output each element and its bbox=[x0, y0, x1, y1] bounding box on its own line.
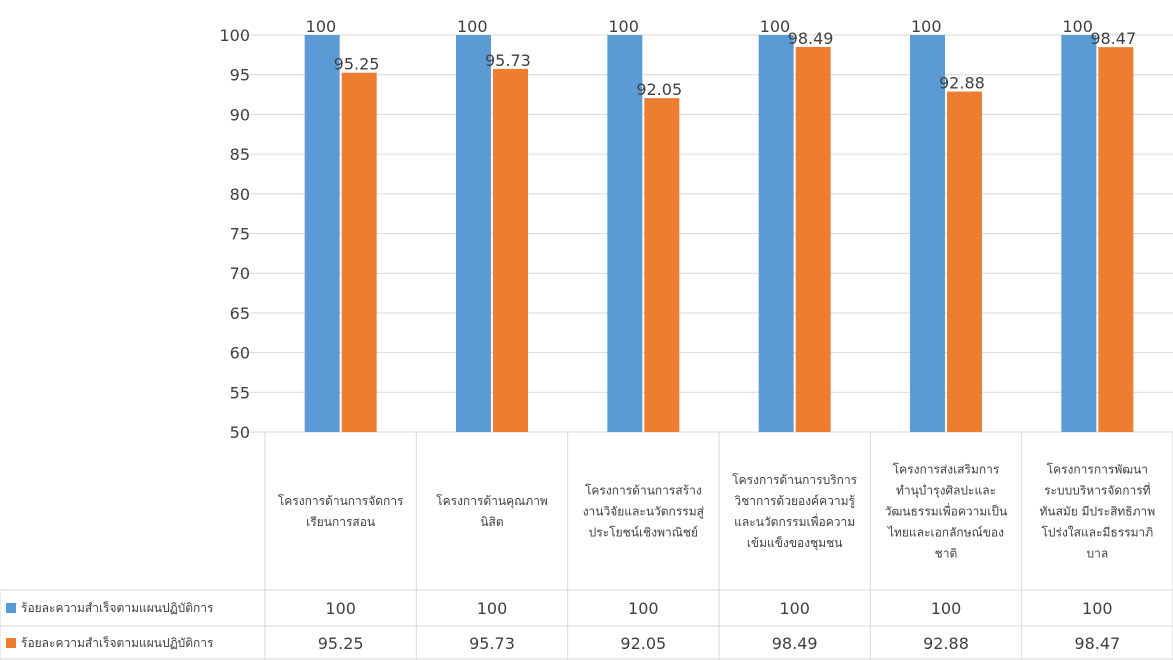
legend-swatch bbox=[6, 638, 16, 648]
data-label: 98.47 bbox=[1090, 29, 1136, 48]
data-label: 100 bbox=[911, 17, 942, 36]
legend-label: ร้อยละความสำเร็จตามแผนปฏิบัติการ bbox=[21, 600, 214, 615]
category-label: นิสิต bbox=[480, 515, 503, 529]
bar-series-1 bbox=[1061, 35, 1097, 432]
y-tick-label: 75 bbox=[230, 225, 250, 244]
data-label: 92.05 bbox=[636, 80, 682, 99]
legend-label: ร้อยละความสำเร็จตามแผนปฏิบัติการ bbox=[21, 635, 214, 650]
y-tick-label: 70 bbox=[230, 264, 250, 283]
table-cell-value: 98.47 bbox=[1074, 634, 1120, 653]
category-label: โครงการส่งเสริมการ bbox=[893, 463, 1000, 477]
category-label: โครงการด้านคุณภาพ bbox=[436, 494, 548, 509]
y-tick-label: 90 bbox=[230, 105, 250, 124]
bar-series-1 bbox=[758, 35, 794, 432]
table-cell-value: 98.49 bbox=[772, 634, 818, 653]
bar-series-1 bbox=[456, 35, 491, 432]
y-tick-label: 60 bbox=[230, 344, 250, 363]
data-label: 100 bbox=[457, 17, 488, 36]
table-cell-value: 95.73 bbox=[469, 634, 515, 653]
table-cell-value: 100 bbox=[477, 599, 508, 618]
category-label: ไทยและเอกลักษณ์ของ bbox=[887, 526, 1004, 540]
bar-series-1 bbox=[304, 35, 340, 432]
bar-series-1 bbox=[607, 35, 643, 432]
table-cell-value: 100 bbox=[628, 599, 659, 618]
y-tick-label: 85 bbox=[230, 145, 250, 164]
bar-series-2 bbox=[795, 46, 831, 432]
table-cell-value: 100 bbox=[325, 599, 356, 618]
category-label: โครงการด้านการจัดการ bbox=[278, 494, 404, 508]
category-label: งานวิจัยและนวัตกรรมสู่ bbox=[583, 505, 705, 520]
bar-series-1 bbox=[910, 35, 945, 432]
category-label: เรียนการสอน bbox=[306, 515, 375, 529]
bar-series-2 bbox=[644, 98, 680, 433]
bar-series-2 bbox=[1098, 47, 1134, 433]
category-label: โครงการด้านการสร้าง bbox=[585, 484, 702, 498]
table-cell-value: 95.25 bbox=[318, 634, 364, 653]
y-tick-label: 80 bbox=[230, 185, 250, 204]
category-label: ทำนุบำรุงศิลปะและ bbox=[896, 484, 996, 499]
y-tick-label: 55 bbox=[230, 383, 250, 402]
category-label: โครงการการพัฒนา bbox=[1047, 463, 1148, 477]
data-label: 95.73 bbox=[485, 51, 531, 70]
category-label: ประโยชน์เชิงพาณิชย์ bbox=[589, 526, 698, 540]
bar-series-2 bbox=[947, 91, 982, 432]
data-label: 92.88 bbox=[939, 74, 985, 93]
category-label: เข้มแข็งของชุมชน bbox=[747, 535, 843, 551]
category-label: โปร่งใสและมีธรรมาภิ bbox=[1041, 526, 1153, 540]
category-label: โครงการด้านการบริการ bbox=[732, 473, 857, 487]
category-label: ชาติ bbox=[935, 547, 958, 561]
table-cell-value: 92.88 bbox=[923, 634, 969, 653]
category-label: วัฒนธรรมเพื่อความเป็น bbox=[885, 503, 1007, 519]
table-cell-value: 92.05 bbox=[620, 634, 666, 653]
data-label: 100 bbox=[760, 17, 791, 36]
legend-swatch bbox=[6, 603, 16, 613]
category-label: บาล bbox=[1086, 547, 1108, 561]
data-label: 100 bbox=[306, 17, 337, 36]
y-tick-label: 65 bbox=[230, 304, 250, 323]
data-label: 95.25 bbox=[334, 55, 380, 74]
y-tick-label: 50 bbox=[230, 423, 250, 442]
data-label: 100 bbox=[1062, 17, 1093, 36]
bar-series-2 bbox=[493, 68, 528, 432]
table-cell-value: 100 bbox=[931, 599, 962, 618]
data-label: 100 bbox=[608, 17, 639, 36]
category-label: ระบบบริหารจัดการที่ bbox=[1044, 482, 1151, 498]
y-tick-label: 100 bbox=[219, 26, 250, 45]
y-tick-label: 95 bbox=[230, 66, 250, 85]
category-label: วิชาการด้วยองค์ความรู้ bbox=[734, 494, 855, 509]
category-label: ทันสมัย มีประสิทธิภาพ bbox=[1039, 505, 1155, 519]
data-label: 98.49 bbox=[788, 29, 834, 48]
table-cell-value: 100 bbox=[779, 599, 810, 618]
category-label: และนวัตกรรมเพื่อความ bbox=[734, 513, 855, 529]
table-cell-value: 100 bbox=[1082, 599, 1113, 618]
bar-series-2 bbox=[341, 72, 377, 432]
